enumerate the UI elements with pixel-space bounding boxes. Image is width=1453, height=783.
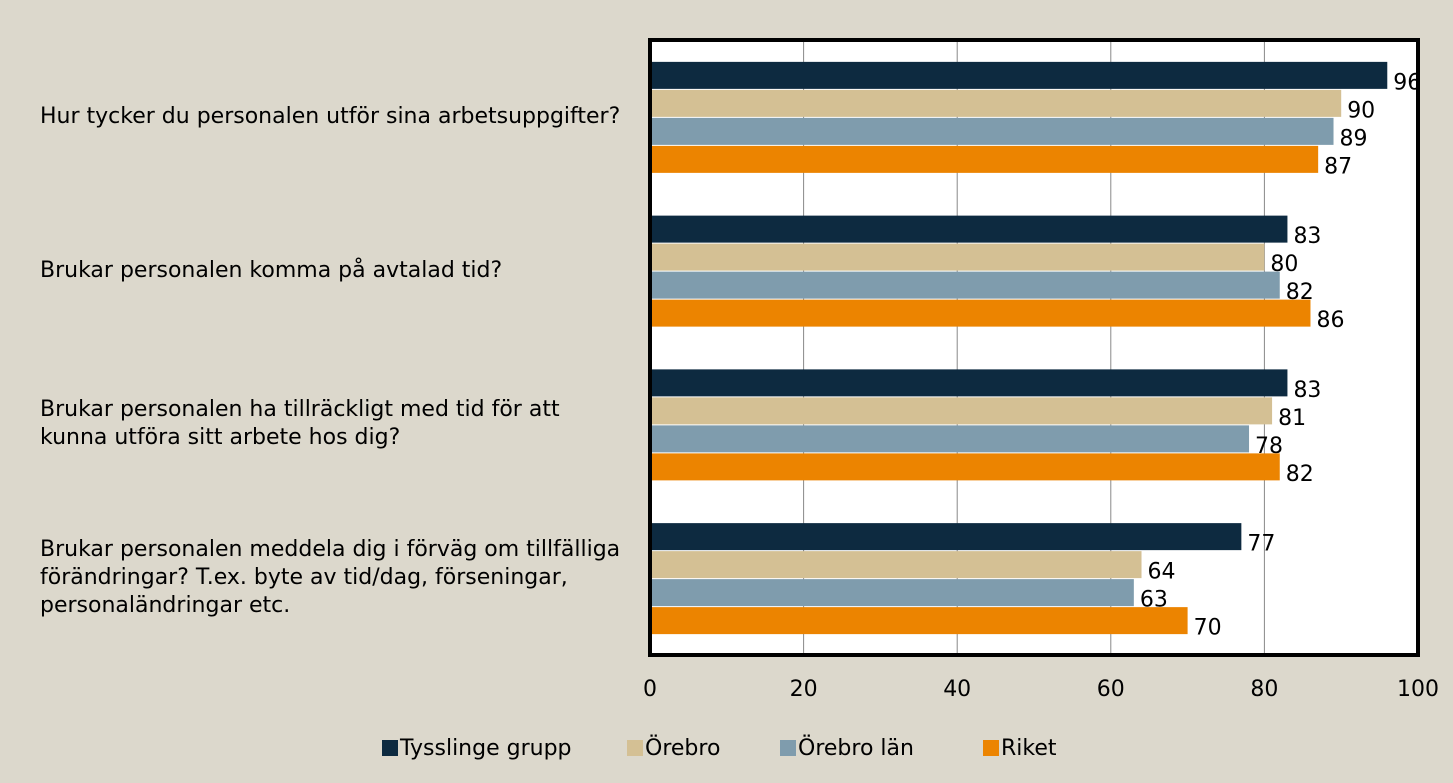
bar xyxy=(650,271,1280,299)
value-label: 83 xyxy=(1293,378,1321,403)
value-label: 70 xyxy=(1194,616,1222,641)
bar xyxy=(650,117,1334,145)
category-label: Brukar personalen ha tillräckligt med ti… xyxy=(40,397,560,451)
legend-label: Riket xyxy=(1001,736,1057,761)
legend-label: Örebro xyxy=(645,735,720,761)
value-label: 64 xyxy=(1148,560,1176,585)
bar xyxy=(650,145,1319,173)
value-label: 81 xyxy=(1278,406,1306,431)
value-label: 77 xyxy=(1247,532,1275,557)
category-label: Brukar personalen meddela dig i förväg o… xyxy=(40,537,621,619)
bar xyxy=(650,369,1288,397)
plot-border xyxy=(648,38,1420,657)
legend-label: Örebro län xyxy=(798,735,914,761)
x-tick-label: 60 xyxy=(1097,677,1125,702)
x-tick-label: 100 xyxy=(1397,677,1439,702)
legend-swatch xyxy=(780,740,796,756)
value-label: 87 xyxy=(1324,154,1352,179)
x-tick-label: 80 xyxy=(1250,677,1278,702)
bar xyxy=(650,397,1273,425)
value-label: 86 xyxy=(1316,308,1344,333)
bar xyxy=(650,579,1134,607)
x-tick-label: 20 xyxy=(790,677,818,702)
bar xyxy=(650,299,1311,327)
value-label: 82 xyxy=(1286,462,1314,487)
bar xyxy=(650,523,1242,551)
legend-label: Tysslinge grupp xyxy=(399,736,572,761)
bar xyxy=(650,89,1342,117)
bar xyxy=(650,425,1250,453)
value-label: 90 xyxy=(1347,98,1375,123)
value-label: 89 xyxy=(1340,126,1368,151)
bar xyxy=(650,215,1288,243)
x-tick-label: 40 xyxy=(943,677,971,702)
bar xyxy=(650,453,1280,481)
legend-swatch xyxy=(382,740,398,756)
category-label: Hur tycker du personalen utför sina arbe… xyxy=(40,103,621,129)
bar xyxy=(650,551,1142,579)
legend-swatch xyxy=(627,740,643,756)
legend-swatch xyxy=(983,740,999,756)
bar xyxy=(650,61,1388,89)
category-label: Brukar personalen komma på avtalad tid? xyxy=(40,257,503,283)
bar xyxy=(650,607,1188,635)
bar xyxy=(650,243,1265,271)
value-label: 83 xyxy=(1293,224,1321,249)
x-tick-label: 0 xyxy=(643,677,657,702)
